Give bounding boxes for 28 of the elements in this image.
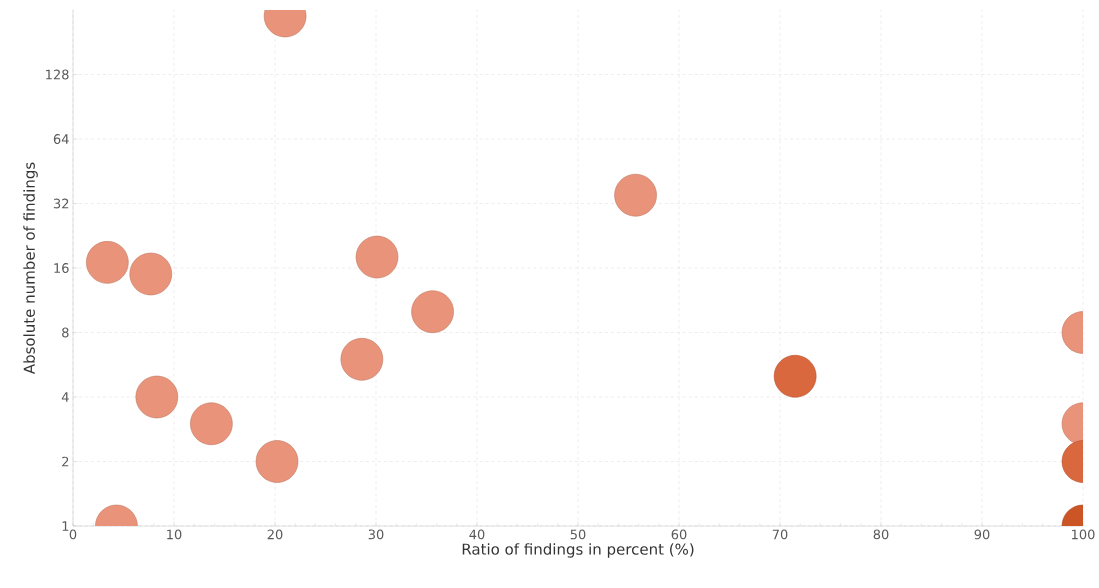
point	[355, 235, 399, 279]
y-tick-label: 32	[53, 198, 69, 209]
x-tick-label: 40	[469, 529, 485, 540]
y-tick-label: 2	[62, 456, 69, 467]
point	[86, 241, 129, 284]
x-tick-label: 80	[873, 529, 889, 540]
x-tick-label: 0	[69, 529, 77, 540]
x-axis-title: Ratio of findings in percent (%)	[462, 543, 694, 558]
x-tick-label: 90	[974, 529, 990, 540]
point	[129, 252, 173, 296]
y-tick-label: 64	[53, 134, 69, 144]
x-tick-label: 30	[368, 529, 384, 540]
y-tick-label: 4	[61, 392, 69, 402]
x-tick-label: 10	[167, 529, 182, 540]
y-axis-title: Absolute number of findings	[23, 162, 38, 375]
y-tick-label: 128	[46, 69, 69, 80]
x-tick-label: 70	[772, 529, 788, 540]
point	[190, 402, 233, 446]
x-tick-label: 100	[1072, 529, 1095, 540]
point	[135, 375, 179, 419]
point	[255, 440, 299, 483]
x-tick-label: 60	[671, 529, 687, 540]
y-tick-label: 8	[62, 327, 69, 338]
y-tick-label: 16	[54, 263, 69, 273]
point	[340, 337, 384, 381]
x-tick-label: 50	[570, 529, 586, 540]
x-tick-label: 20	[267, 529, 283, 540]
y-tick-label: 1	[62, 521, 69, 531]
